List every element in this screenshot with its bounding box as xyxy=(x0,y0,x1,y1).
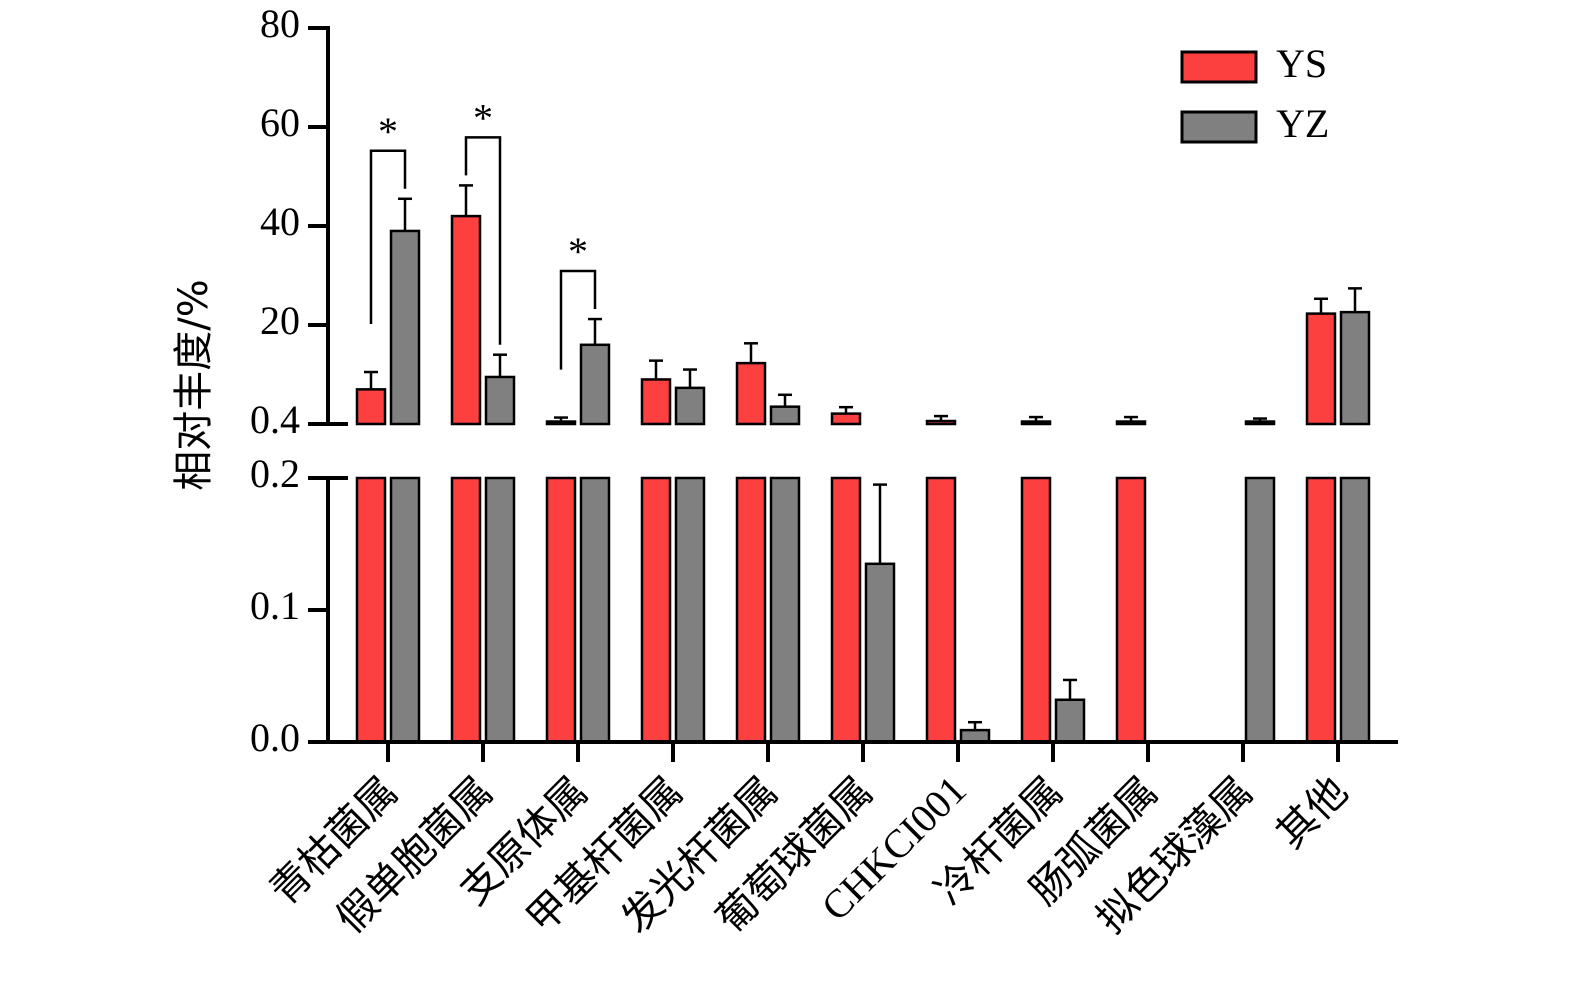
significance-star-0: * xyxy=(378,109,398,154)
bar-ys-6-upper xyxy=(925,419,957,426)
significance-star-1: * xyxy=(473,95,493,140)
bar-yz-3-lower xyxy=(674,476,706,744)
x-tick-label-10: 其他 xyxy=(1268,768,1357,857)
bar-yz-4-lower xyxy=(769,476,801,744)
bar-ys-0-lower xyxy=(355,476,387,744)
bar-yz-0-lower xyxy=(389,476,421,744)
y-tick-label-lower-0: 0.0 xyxy=(250,715,300,760)
legend-swatch-yz xyxy=(1180,110,1258,144)
bar-ys-7-upper xyxy=(1020,420,1052,426)
bar-ys-1-upper xyxy=(450,214,482,426)
bar-ys-3-lower xyxy=(640,476,672,744)
bar-yz-9-lower xyxy=(1244,476,1276,744)
bar-yz-7 xyxy=(1054,698,1086,744)
bar-ys-3-upper xyxy=(640,378,672,426)
bar-ys-1-lower xyxy=(450,476,482,744)
y-tick-label-upper-1: 20 xyxy=(260,298,300,343)
bar-ys-10-upper xyxy=(1305,312,1337,426)
legend-label-yz: YZ xyxy=(1276,101,1329,146)
y-tick-label-upper-3: 60 xyxy=(260,100,300,145)
bar-ys-5-upper xyxy=(830,412,862,426)
y-tick-label-upper-4: 80 xyxy=(260,1,300,46)
significance-bracket-0 xyxy=(369,149,407,325)
bar-yz-4-upper xyxy=(769,405,801,426)
bar-yz-1-upper xyxy=(484,375,516,426)
bar-ys-10-lower xyxy=(1305,476,1337,744)
legend-label-ys: YS xyxy=(1276,41,1327,86)
legend-swatch-ys xyxy=(1180,50,1258,84)
bar-ys-7-lower xyxy=(1020,476,1052,744)
bar-yz-10-upper xyxy=(1339,310,1371,426)
y-tick-label-lower-1: 0.1 xyxy=(250,583,300,628)
bar-ys-8-lower xyxy=(1115,476,1147,744)
significance-star-2: * xyxy=(568,229,588,274)
bar-ys-2-upper xyxy=(545,420,577,426)
significance-bracket-1 xyxy=(464,136,502,345)
bar-ys-4-lower xyxy=(735,476,767,744)
y-tick-label-upper-0: 0.4 xyxy=(250,397,300,442)
bar-yz-0-upper xyxy=(389,229,421,426)
bar-ys-0-upper xyxy=(355,388,387,426)
bar-ys-6-lower xyxy=(925,476,957,744)
bar-yz-2-upper xyxy=(579,343,611,426)
bar-yz-10-lower xyxy=(1339,476,1371,744)
bar-ys-4-upper xyxy=(735,361,767,426)
bar-ys-5-lower xyxy=(830,476,862,744)
bar-yz-3-upper xyxy=(674,386,706,426)
y-tick-label-lower-2: 0.2 xyxy=(250,451,300,496)
bar-yz-1-lower xyxy=(484,476,516,744)
bar-ys-8-upper xyxy=(1115,420,1147,426)
bar-yz-5 xyxy=(864,562,896,744)
bar-yz-2-lower xyxy=(579,476,611,744)
y-tick-label-upper-2: 40 xyxy=(260,199,300,244)
significance-bracket-2 xyxy=(559,269,597,370)
bar-ys-2-lower xyxy=(545,476,577,744)
bar-yz-9-upper xyxy=(1244,420,1276,426)
y-axis-label: 相对丰度/% xyxy=(171,279,217,490)
